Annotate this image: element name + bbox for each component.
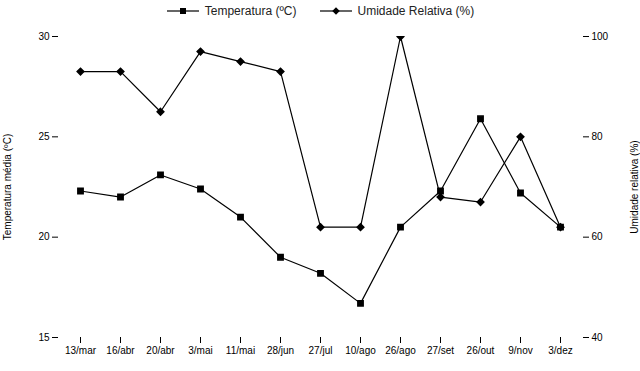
svg-text:Umidade relativa (%): Umidade relativa (%) — [629, 140, 640, 233]
svg-text:13/mar: 13/mar — [65, 345, 97, 356]
html-text:Umidade Relativa (%): Umidade Relativa (%) — [357, 4, 475, 18]
svg-text:11/mai: 11/mai — [226, 345, 255, 356]
svg-text:3/dez: 3/dez — [548, 345, 572, 356]
html-text:Temperatura (ºC): Temperatura (ºC) — [204, 4, 297, 18]
svg-text:15: 15 — [38, 332, 50, 343]
svg-text:30: 30 — [38, 31, 50, 42]
svg-text:27/set: 27/set — [427, 345, 454, 356]
svg-text:25: 25 — [38, 131, 50, 142]
svg-text:9/nov: 9/nov — [508, 345, 532, 356]
svg-text:Temperatura média (ºC): Temperatura média (ºC) — [2, 134, 13, 240]
svg-text:20: 20 — [38, 231, 50, 242]
svg-text:16/abr: 16/abr — [106, 345, 135, 356]
svg-text:40: 40 — [592, 332, 604, 343]
svg-text:3/mai: 3/mai — [188, 345, 212, 356]
svg-text:27/jul: 27/jul — [309, 345, 333, 356]
svg-text:28/jun: 28/jun — [267, 345, 294, 356]
svg-text:20/abr: 20/abr — [146, 345, 175, 356]
svg-text:26/ago: 26/ago — [385, 345, 416, 356]
svg-text:80: 80 — [592, 131, 604, 142]
svg-text:60: 60 — [592, 231, 604, 242]
svg-text:100: 100 — [592, 31, 609, 42]
svg-text:26/out: 26/out — [467, 345, 495, 356]
svg-text:10/ago: 10/ago — [345, 345, 376, 356]
